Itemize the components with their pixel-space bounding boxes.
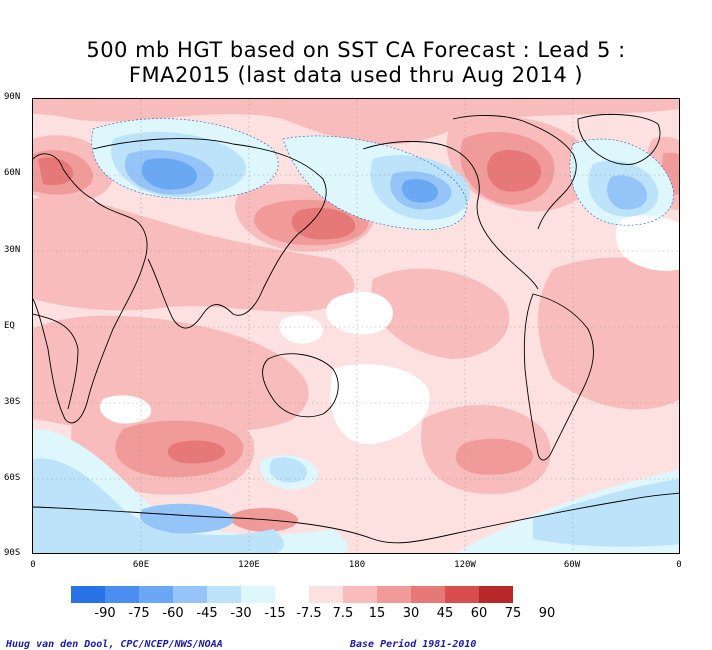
lat-label-90s: 90S <box>4 548 21 558</box>
legend-label: 7.5 <box>332 606 354 621</box>
legend-swatch-neg-4 <box>207 586 241 603</box>
legend-label: 60 <box>470 606 488 621</box>
legend-label: -75 <box>128 606 150 621</box>
negative-contours <box>91 118 674 230</box>
legend-label: -60 <box>162 606 184 621</box>
legend-label: -15 <box>264 606 286 621</box>
graticule <box>33 99 679 553</box>
legend-label: 90 <box>538 606 556 621</box>
neutral-regions <box>99 215 679 445</box>
legend-label: -90 <box>94 606 116 621</box>
legend-swatch-neg-1 <box>105 586 139 603</box>
legend-swatch-pos-1 <box>343 586 377 603</box>
legend-label: 45 <box>436 606 454 621</box>
map-title-line1: 500 mb HGT based on SST CA Forecast : Le… <box>86 38 626 62</box>
legend-swatch-pos-2 <box>377 586 411 603</box>
credit-right: Base Period 1981-2010 <box>350 639 477 650</box>
lon-label-120w: 120W <box>454 560 476 570</box>
legend-label: -7.5 <box>296 606 322 621</box>
lon-label-60e: 60E <box>132 560 150 570</box>
color-legend <box>71 586 513 603</box>
legend-swatch-pos-0 <box>309 586 343 603</box>
lat-label-60s: 60S <box>4 473 21 483</box>
anomaly-map-svg <box>33 99 679 553</box>
lon-label-60w: 60W <box>563 560 581 570</box>
lat-label-60n: 60N <box>4 168 21 178</box>
map-title-line2: FMA2015 (last data used thru Aug 2014 ) <box>128 63 584 87</box>
lon-label-120e: 120E <box>238 560 260 570</box>
anomaly-map <box>32 98 680 554</box>
lat-label-30s: 30S <box>4 397 21 407</box>
lat-label-90n: 90N <box>4 92 21 102</box>
legend-swatch-neg-2 <box>139 586 173 603</box>
legend-swatch-neutral <box>275 586 309 603</box>
lat-label-eq: EQ <box>4 321 15 331</box>
blue-anomaly-regions <box>141 158 439 203</box>
legend-label: 75 <box>504 606 522 621</box>
red-anomaly-regions <box>38 149 542 464</box>
lon-label-180: 180 <box>348 560 366 570</box>
lon-label-0: 0 <box>30 560 36 570</box>
legend-swatch-neg-0 <box>71 586 105 603</box>
legend-swatch-pos-4 <box>445 586 479 603</box>
lat-label-30n: 30N <box>4 245 21 255</box>
legend-label: 15 <box>368 606 386 621</box>
legend-label: -30 <box>230 606 252 621</box>
legend-swatch-pos-3 <box>411 586 445 603</box>
lon-label-0-right: 0 <box>676 560 682 570</box>
coastlines <box>33 113 679 544</box>
legend-swatch-pos-5 <box>479 586 513 603</box>
legend-swatch-neg-3 <box>173 586 207 603</box>
legend-label: 30 <box>402 606 420 621</box>
legend-swatch-neg-5 <box>241 586 275 603</box>
credit-left: Huug van den Dool, CPC/NCEP/NWS/NOAA <box>6 639 223 650</box>
legend-label: -45 <box>196 606 218 621</box>
